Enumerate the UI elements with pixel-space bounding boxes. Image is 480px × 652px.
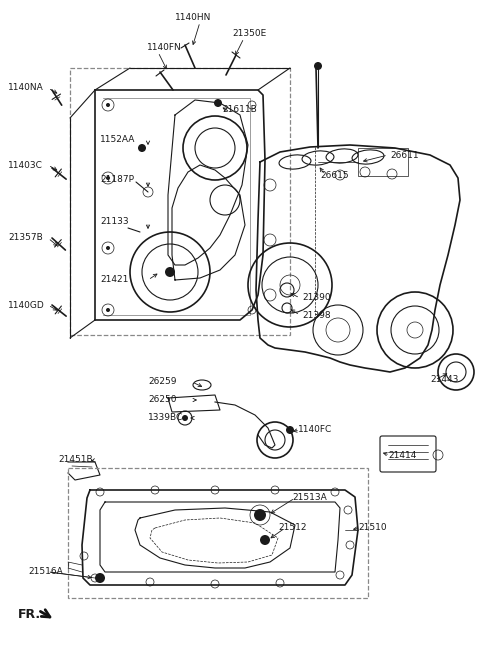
Text: 21390: 21390	[302, 293, 331, 303]
Text: 21398: 21398	[302, 310, 331, 319]
Text: 21133: 21133	[100, 218, 129, 226]
Bar	[68, 468, 368, 598]
Text: 1140GD: 1140GD	[8, 301, 45, 310]
Circle shape	[138, 144, 146, 152]
Circle shape	[254, 509, 266, 521]
Text: 21421: 21421	[100, 276, 128, 284]
Text: 21512: 21512	[278, 524, 307, 533]
Bar	[358, 148, 408, 176]
Circle shape	[314, 62, 322, 70]
Circle shape	[106, 308, 110, 312]
Text: 26259: 26259	[148, 378, 177, 387]
Circle shape	[106, 246, 110, 250]
Circle shape	[182, 415, 188, 421]
Text: 26250: 26250	[148, 396, 177, 404]
Circle shape	[165, 267, 175, 277]
Circle shape	[286, 426, 294, 434]
Circle shape	[260, 535, 270, 545]
Text: 21187P: 21187P	[100, 175, 134, 185]
Text: 1140FN: 1140FN	[147, 43, 182, 52]
Text: 1339BC: 1339BC	[148, 413, 183, 422]
Text: 26611: 26611	[390, 151, 419, 160]
Text: 21443: 21443	[430, 376, 458, 385]
Text: 26615: 26615	[320, 171, 348, 179]
Circle shape	[214, 99, 222, 107]
Text: 11403C: 11403C	[8, 160, 43, 170]
Circle shape	[95, 573, 105, 583]
Text: 21414: 21414	[388, 451, 416, 460]
Text: 1140FC: 1140FC	[298, 426, 332, 434]
Bar	[70, 68, 290, 335]
Text: 21451B: 21451B	[58, 456, 93, 464]
Text: FR.: FR.	[18, 608, 41, 621]
Circle shape	[106, 103, 110, 107]
Text: 21510: 21510	[358, 524, 386, 533]
Text: 1140HN: 1140HN	[175, 13, 211, 22]
Text: 1152AA: 1152AA	[100, 136, 135, 145]
Text: 21611B: 21611B	[222, 106, 257, 115]
Text: 21516A: 21516A	[28, 567, 63, 576]
Text: 21350E: 21350E	[232, 29, 266, 38]
Text: 21513A: 21513A	[292, 494, 327, 503]
Circle shape	[106, 176, 110, 180]
Text: 21357B: 21357B	[8, 233, 43, 243]
Text: 1140NA: 1140NA	[8, 83, 44, 93]
